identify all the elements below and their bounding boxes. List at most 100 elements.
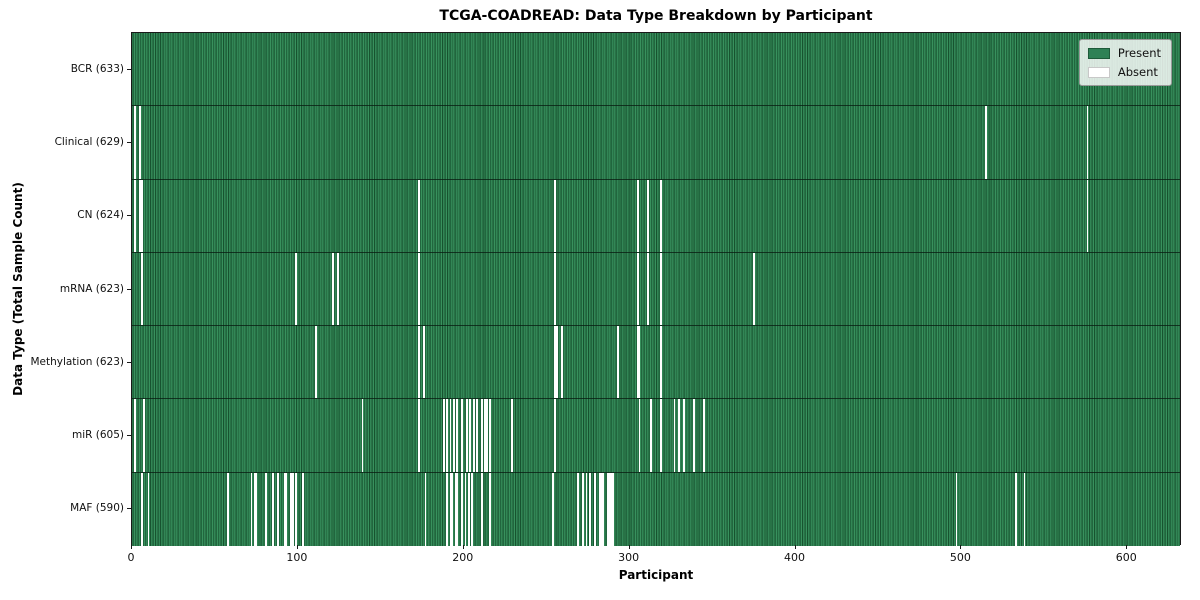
absent-stripe: [461, 399, 463, 472]
legend: Present Absent: [1078, 39, 1172, 86]
absent-stripe: [660, 179, 663, 252]
absent-stripe: [272, 472, 274, 546]
y-tick-mark: [127, 288, 131, 290]
absent-stripe: [1086, 106, 1089, 179]
absent-stripe: [554, 399, 556, 472]
absent-stripe: [555, 326, 558, 399]
legend-item-present: Present: [1087, 46, 1161, 60]
absent-stripe: [456, 472, 458, 546]
y-tick-mark: [127, 508, 131, 510]
absent-stripe: [451, 472, 454, 546]
absent-stripe: [678, 399, 681, 472]
absent-stripe: [476, 399, 478, 472]
absent-stripe: [290, 472, 293, 546]
absent-stripe: [660, 399, 663, 472]
y-tick-label: BCR (633): [70, 62, 124, 75]
absent-stripe: [693, 399, 696, 472]
absent-stripe: [638, 399, 641, 472]
absent-stripe: [660, 252, 663, 326]
absent-stripe: [554, 252, 556, 326]
absent-stripe: [142, 399, 145, 472]
absent-stripe: [638, 326, 641, 399]
absent-stripe: [612, 472, 614, 546]
absent-stripe: [134, 106, 137, 179]
x-tick-label: 600: [1115, 551, 1137, 564]
y-tick-mark: [127, 215, 131, 217]
heatmap-row-Methylation: [132, 326, 1180, 400]
y-tick-mark: [127, 141, 131, 143]
absent-stripe: [423, 326, 425, 399]
absent-stripe: [637, 252, 639, 326]
absent-stripe: [255, 472, 258, 546]
absent-stripe: [424, 472, 427, 546]
absent-stripe: [418, 399, 420, 472]
chart-title: TCGA-COADREAD: Data Type Breakdown by Pa…: [439, 8, 873, 24]
absent-stripe: [598, 472, 601, 546]
absent-stripe: [449, 472, 452, 546]
y-tick-mark: [127, 68, 131, 70]
absent-stripe: [585, 472, 588, 546]
absent-stripe: [753, 252, 755, 326]
absent-stripe: [486, 399, 488, 472]
absent-stripe: [469, 399, 472, 472]
absent-stripe: [484, 399, 487, 472]
absent-stripe: [418, 179, 420, 252]
absent-stripe: [361, 399, 364, 472]
absent-stripe: [637, 179, 639, 252]
absent-stripe: [607, 472, 609, 546]
absent-stripe: [449, 399, 452, 472]
absent-stripe: [446, 399, 449, 472]
absent-stripe: [554, 179, 556, 252]
absent-stripe: [646, 252, 649, 326]
absent-stripe: [464, 472, 467, 546]
absent-stripe: [461, 472, 463, 546]
absent-stripe: [147, 472, 150, 546]
y-tick-label: Clinical (629): [54, 135, 124, 148]
y-tick-label: MAF (590): [70, 502, 124, 515]
absent-stripe: [1023, 472, 1026, 546]
heatmap-row-miR: [132, 399, 1180, 473]
absent-stripe: [301, 472, 304, 546]
absent-stripe: [134, 179, 137, 252]
heatmap-row-mRNA: [132, 252, 1180, 327]
legend-item-absent: Absent: [1087, 65, 1161, 79]
x-tick-label: 400: [784, 551, 805, 564]
y-tick-mark: [127, 361, 131, 363]
absent-stripe: [610, 472, 613, 546]
absent-stripe: [139, 106, 142, 179]
absent-stripe: [227, 472, 230, 546]
absent-stripe: [331, 252, 334, 326]
absent-stripe: [139, 179, 142, 252]
absent-stripe: [277, 472, 279, 546]
absent-stripe: [418, 326, 420, 399]
absent-stripe: [285, 472, 288, 546]
absent-stripe: [283, 472, 286, 546]
y-tick-label: CN (624): [77, 209, 124, 222]
absent-stripe: [1015, 472, 1018, 546]
absent-stripe: [315, 326, 318, 399]
absent-stripe: [660, 326, 663, 399]
absent-stripe: [593, 472, 596, 546]
absent-stripe: [985, 106, 988, 179]
absent-stripe: [650, 399, 653, 472]
absent-stripe: [1086, 179, 1089, 252]
absent-stripe: [265, 472, 268, 546]
absent-stripe: [253, 472, 256, 546]
absent-stripe: [588, 472, 591, 546]
absent-stripe: [141, 252, 143, 326]
absent-stripe: [489, 472, 492, 546]
absent-stripe: [481, 472, 483, 546]
y-tick-label: Methylation (623): [30, 355, 124, 368]
absent-stripe: [646, 179, 649, 252]
absent-stripe: [552, 472, 555, 546]
absent-stripe: [442, 399, 445, 472]
absent-stripe: [418, 252, 420, 326]
absent-stripe: [481, 399, 483, 472]
x-tick-mark: [960, 545, 962, 549]
heatmap-row-BCR: [132, 33, 1180, 107]
plot-area: Present Absent: [131, 32, 1181, 546]
absent-stripe: [683, 399, 686, 472]
x-tick-mark: [628, 545, 630, 549]
absent-stripe: [250, 472, 253, 546]
